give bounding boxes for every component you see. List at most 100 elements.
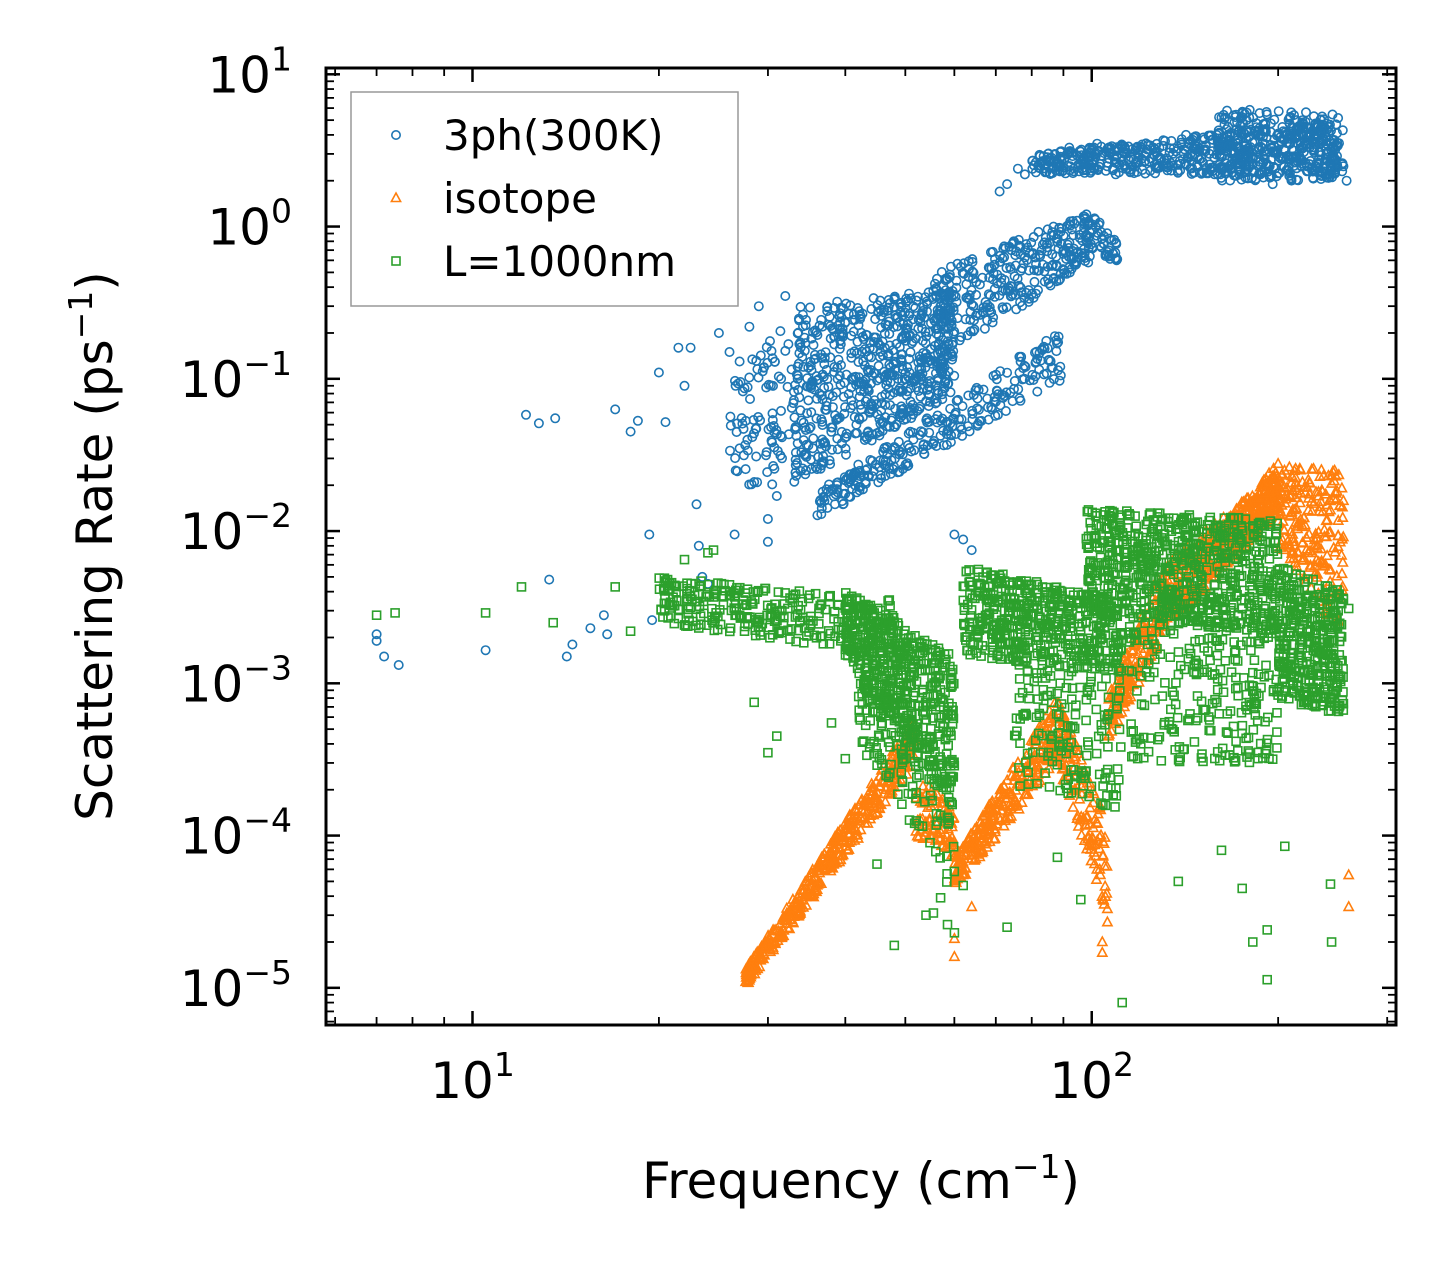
3ph-300k-point: [1125, 164, 1136, 175]
3ph-300k-point: [854, 309, 865, 320]
3ph-300k-point: [855, 399, 866, 410]
3ph-300k-point: [859, 344, 870, 355]
3ph-300k-point: [1161, 153, 1172, 164]
3ph-300k-point: [847, 314, 858, 325]
3ph-300k-point: [846, 352, 857, 363]
3ph-300k-point: [1301, 107, 1312, 118]
3ph-300k-point: [826, 426, 837, 437]
3ph-300k-point: [732, 418, 743, 429]
3ph-300k-point: [480, 645, 491, 656]
3ph-300k-point: [819, 352, 830, 363]
3ph-300k-point: [1039, 343, 1050, 354]
3ph-300k-point: [832, 296, 843, 307]
3ph-300k-point: [904, 310, 915, 321]
3ph-300k-point: [1009, 271, 1020, 282]
3ph-300k-point: [877, 336, 888, 347]
3ph-300k-point: [937, 394, 948, 405]
3ph-300k-point: [789, 476, 800, 487]
3ph-300k-point: [868, 367, 879, 378]
3ph-300k-point: [1233, 166, 1244, 177]
3ph-300k-point: [830, 410, 841, 421]
3ph-300k-point: [840, 449, 851, 460]
3ph-300k-point: [1055, 268, 1066, 279]
3ph-300k-point: [1298, 147, 1309, 158]
3ph-300k-point: [1130, 161, 1141, 172]
3ph-300k-point: [987, 246, 998, 257]
3ph-300k-point: [1074, 145, 1085, 156]
3ph-300k-point: [901, 293, 912, 304]
3ph-300k-point: [838, 488, 849, 499]
3ph-300k-point: [1141, 149, 1152, 160]
3ph-300k-point: [1293, 175, 1304, 186]
3ph-300k-point: [1021, 239, 1032, 250]
3ph-300k-point: [806, 365, 817, 376]
3ph-300k-point: [1049, 149, 1060, 160]
3ph-300k-point: [755, 415, 766, 426]
3ph-300k-point: [1261, 159, 1272, 170]
3ph-300k-point: [964, 294, 975, 305]
3ph-300k-point: [917, 305, 928, 316]
3ph-300k-point: [1005, 387, 1016, 398]
3ph-300k-point: [1029, 265, 1040, 276]
3ph-300k-point: [927, 292, 938, 303]
3ph-300k-point: [896, 355, 907, 366]
3ph-300k-point: [991, 385, 1002, 396]
3ph-300k-point: [1064, 165, 1075, 176]
3ph-300k-point: [730, 453, 741, 464]
3ph-300k-point: [929, 278, 940, 289]
3ph-300k-point: [931, 291, 942, 302]
3ph-300k-point: [1295, 137, 1306, 148]
3ph-300k-point: [792, 373, 803, 384]
3ph-300k-point: [379, 651, 390, 662]
3ph-300k-point: [819, 358, 830, 369]
3ph-300k-point: [928, 313, 939, 324]
3ph-300k-point: [853, 413, 864, 424]
3ph-300k-point: [767, 479, 778, 490]
3ph-300k-point: [910, 333, 921, 344]
3ph-300k-point: [933, 375, 944, 386]
3ph-300k-point: [905, 383, 916, 394]
3ph-300k-point: [858, 470, 869, 481]
3ph-300k-point: [1183, 152, 1194, 163]
3ph-300k-point: [797, 309, 808, 320]
3ph-300k-point: [801, 451, 812, 462]
3ph-300k-point: [1231, 124, 1242, 135]
3ph-300k-point: [1027, 369, 1038, 380]
3ph-300k-point: [852, 336, 863, 347]
3ph-300k-point: [1062, 239, 1073, 250]
3ph-300k-point: [937, 342, 948, 353]
3ph-300k-point: [1015, 395, 1026, 406]
3ph-300k-point: [1239, 141, 1250, 152]
3ph-300k-point: [1047, 249, 1058, 260]
3ph-300k-point: [968, 389, 979, 400]
3ph-300k-point: [804, 423, 815, 434]
3ph-300k-point: [971, 289, 982, 300]
3ph-300k-point: [1308, 172, 1319, 183]
3ph-300k-point: [1114, 159, 1125, 170]
3ph-300k-point: [952, 313, 963, 324]
3ph-300k-point: [901, 413, 912, 424]
3ph-300k-point: [733, 378, 744, 389]
3ph-300k-point: [1033, 285, 1044, 296]
3ph-300k-point: [867, 404, 878, 415]
3ph-300k-point: [849, 467, 860, 478]
3ph-300k-point: [765, 380, 776, 391]
3ph-300k-point: [1100, 251, 1111, 262]
3ph-300k-point: [1077, 163, 1088, 174]
3ph-300k-point: [896, 404, 907, 415]
3ph-300k-point: [730, 380, 741, 391]
3ph-300k-point: [1241, 161, 1252, 172]
3ph-300k-point: [1324, 157, 1335, 168]
3ph-300k-point: [1010, 260, 1021, 271]
3ph-300k-point: [1087, 243, 1098, 254]
3ph-300k-point: [371, 635, 382, 646]
3ph-300k-point: [1265, 142, 1276, 153]
3ph-300k-point: [1110, 169, 1121, 180]
3ph-300k-point: [809, 349, 820, 360]
3ph-300k-point: [919, 448, 930, 459]
3ph-300k-point: [992, 278, 1003, 289]
3ph-300k-point: [967, 254, 978, 265]
3ph-300k-point: [886, 455, 897, 466]
3ph-300k-point: [1067, 216, 1078, 227]
3ph-300k-point: [858, 334, 869, 345]
